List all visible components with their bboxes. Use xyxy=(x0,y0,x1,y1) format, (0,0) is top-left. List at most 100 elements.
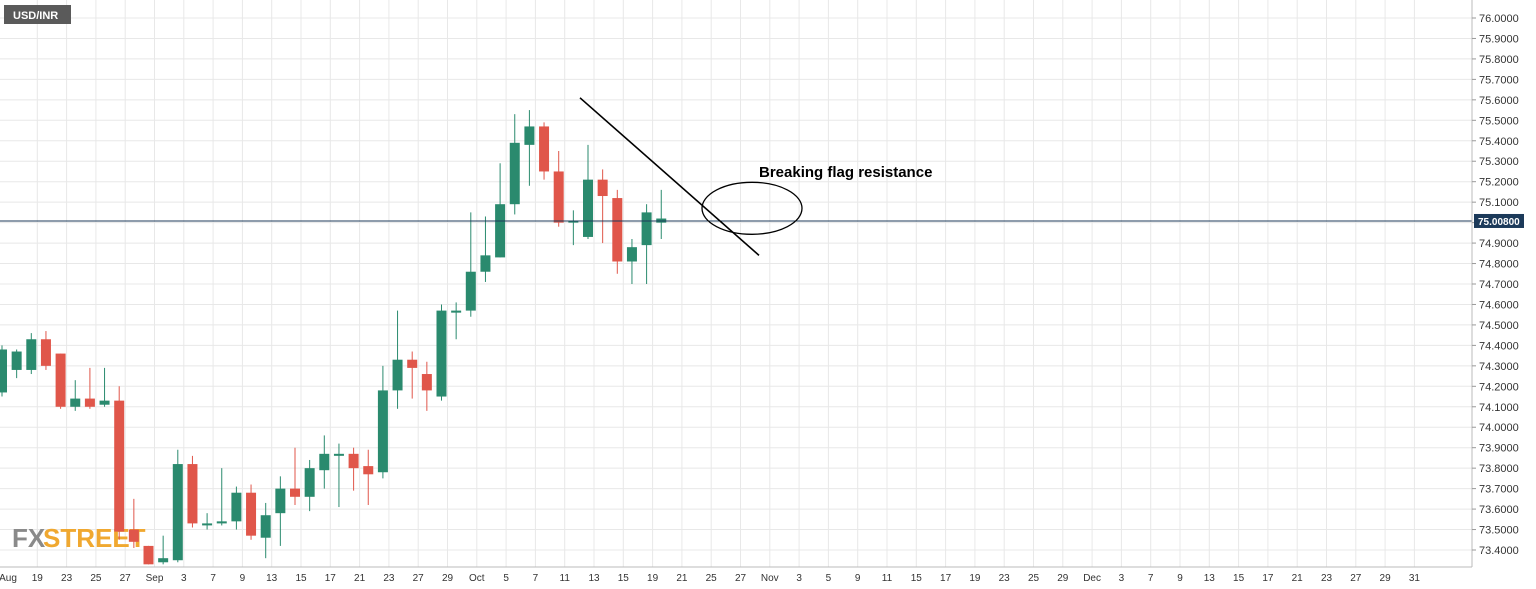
candle-body xyxy=(216,521,227,524)
x-tick-label: 11 xyxy=(882,573,893,584)
y-tick-label: 73.7000 xyxy=(1479,484,1519,496)
candle-body xyxy=(612,198,623,262)
x-tick-label: 27 xyxy=(1350,573,1362,584)
x-tick-label: 3 xyxy=(181,573,187,584)
candle-body xyxy=(319,453,330,471)
candle xyxy=(363,449,374,505)
candle xyxy=(568,210,579,246)
x-tick-label: 21 xyxy=(354,573,366,584)
symbol-tag-bg xyxy=(4,5,71,24)
candle-body xyxy=(304,468,315,497)
candle-body xyxy=(480,255,491,272)
y-tick-label: 74.6000 xyxy=(1479,299,1519,311)
candle xyxy=(158,535,169,565)
candle-body xyxy=(99,400,110,405)
x-tick-label: 27 xyxy=(413,573,425,584)
candle-body xyxy=(539,126,550,172)
x-tick-label: 19 xyxy=(969,573,981,584)
candle-body xyxy=(553,171,564,223)
grid xyxy=(0,0,1472,567)
candle-body xyxy=(260,515,271,538)
price-badge-bg xyxy=(1474,213,1524,228)
candle-body xyxy=(172,464,183,561)
price-badge-text: 75.00800 xyxy=(1478,217,1520,228)
y-tick-label: 74.5000 xyxy=(1479,320,1519,332)
x-tick-label: 25 xyxy=(90,573,102,584)
x-tick-label: 11 xyxy=(560,573,571,584)
y-tick-label: 75.5000 xyxy=(1479,115,1519,127)
candle-body xyxy=(290,488,300,497)
x-tick-label: 3 xyxy=(796,573,802,584)
x-tick-label: Dec xyxy=(1083,573,1101,584)
x-tick-label: Oct xyxy=(469,573,485,584)
candle-body xyxy=(583,179,593,237)
x-tick-label: 15 xyxy=(1233,573,1245,584)
x-tick-label: 13 xyxy=(266,573,278,584)
candle-body xyxy=(84,398,95,407)
candle xyxy=(114,386,125,540)
candle xyxy=(128,498,139,548)
candle-body xyxy=(524,126,535,145)
candle xyxy=(260,502,271,559)
y-tick-label: 75.7000 xyxy=(1479,74,1519,86)
candle-body xyxy=(26,339,37,370)
x-tick-label: 25 xyxy=(706,573,718,584)
candle xyxy=(11,349,22,379)
candle-body xyxy=(392,359,403,391)
candle xyxy=(187,455,198,528)
x-tick-label: 9 xyxy=(1177,573,1183,584)
y-tick-label: 74.8000 xyxy=(1479,259,1519,271)
candle xyxy=(319,435,330,489)
candle xyxy=(480,216,491,282)
candles xyxy=(0,110,667,565)
y-tick-label: 73.4000 xyxy=(1479,545,1519,557)
candle xyxy=(231,486,242,530)
x-tick-label: 19 xyxy=(32,573,44,584)
candle xyxy=(143,545,154,565)
x-tick-label: Sep xyxy=(146,573,164,584)
x-tick-label: 25 xyxy=(1028,573,1040,584)
y-axis-ticks: 76.0000 75.9000 75.8000 75.7000 75.6000 75.50… xyxy=(1472,13,1519,557)
candle xyxy=(172,449,183,563)
candle xyxy=(626,238,637,284)
candle xyxy=(597,169,608,244)
candle-body xyxy=(202,523,213,526)
y-tick-label: 75.8000 xyxy=(1479,54,1519,66)
x-tick-label: 5 xyxy=(503,573,509,584)
x-tick-label: 21 xyxy=(676,573,688,584)
x-tick-label: 15 xyxy=(618,573,630,584)
candle xyxy=(539,122,550,180)
x-tick-label: 27 xyxy=(735,573,747,584)
current-price-badge: 75.00800 xyxy=(1474,213,1524,228)
candle-body xyxy=(246,492,257,536)
x-tick-label: Aug xyxy=(0,573,17,584)
candle-body xyxy=(0,349,7,393)
y-tick-label: 74.2000 xyxy=(1479,381,1519,393)
candle-body xyxy=(40,339,51,366)
candle-body xyxy=(495,204,506,258)
candle xyxy=(392,310,403,409)
candle xyxy=(524,110,535,186)
x-tick-label: 7 xyxy=(1148,573,1154,584)
candle-body xyxy=(275,488,286,514)
y-tick-label: 74.9000 xyxy=(1479,238,1519,250)
x-tick-label: 7 xyxy=(210,573,216,584)
candle xyxy=(304,459,315,512)
x-tick-label: 15 xyxy=(295,573,307,584)
candle-body xyxy=(143,545,154,565)
candle xyxy=(84,367,95,409)
y-tick-label: 75.6000 xyxy=(1479,95,1519,107)
candle-body xyxy=(436,310,447,397)
x-tick-label: 17 xyxy=(1262,573,1274,584)
candle xyxy=(553,151,564,227)
y-tick-label: 74.0000 xyxy=(1479,422,1519,434)
candle xyxy=(436,304,447,401)
candle-body xyxy=(231,492,242,522)
x-tick-label: 5 xyxy=(826,573,832,584)
x-tick-label: 23 xyxy=(383,573,395,584)
candle xyxy=(40,331,51,370)
y-tick-label: 76.0000 xyxy=(1479,13,1519,25)
x-tick-label: 21 xyxy=(1292,573,1304,584)
candle xyxy=(583,144,593,239)
candle-body xyxy=(114,400,125,532)
